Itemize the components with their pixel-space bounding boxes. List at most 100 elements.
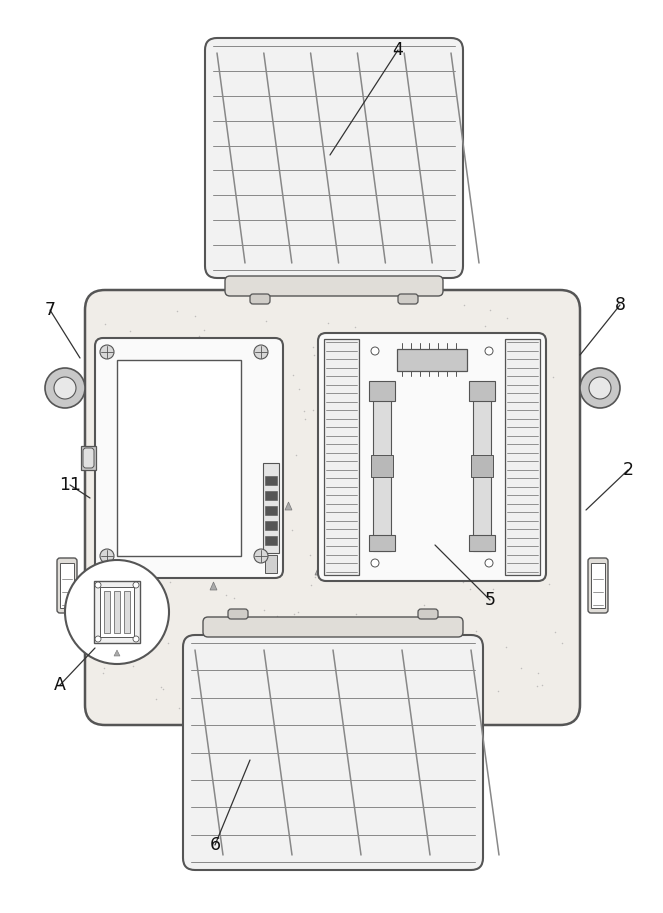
Point [469, 553, 479, 568]
Point [455, 406, 465, 421]
Point [532, 666, 543, 680]
Point [263, 617, 273, 632]
Point [238, 364, 249, 379]
Point [290, 660, 301, 675]
Point [113, 603, 124, 618]
Point [404, 498, 414, 513]
Point [207, 564, 217, 579]
Point [556, 635, 567, 650]
Point [369, 699, 380, 714]
Point [310, 570, 321, 584]
Text: 8: 8 [615, 296, 625, 314]
Point [249, 368, 259, 383]
Point [300, 412, 310, 426]
Point [298, 404, 309, 419]
Point [294, 686, 304, 700]
Polygon shape [390, 347, 397, 355]
Point [338, 644, 349, 658]
Point [374, 326, 385, 341]
Point [156, 394, 167, 408]
Polygon shape [455, 397, 462, 405]
FancyBboxPatch shape [85, 290, 580, 725]
Bar [60, 563, 74, 608]
Point [497, 363, 508, 378]
Point [178, 425, 189, 440]
Point [536, 677, 547, 692]
Point [377, 684, 388, 698]
Point [111, 551, 122, 566]
Point [305, 548, 316, 562]
Point [105, 341, 116, 356]
Point [259, 603, 269, 617]
Point [190, 309, 201, 323]
Polygon shape [160, 422, 167, 430]
Polygon shape [245, 352, 252, 360]
Polygon shape [148, 390, 155, 398]
Point [361, 394, 371, 409]
Point [345, 559, 356, 573]
Point [473, 488, 483, 502]
Point [408, 405, 418, 420]
Point [401, 388, 412, 403]
Bar [369, 535, 395, 551]
Circle shape [45, 368, 85, 408]
Point [172, 304, 182, 319]
Point [486, 340, 497, 354]
Point [337, 556, 348, 571]
Point [219, 331, 230, 345]
FancyBboxPatch shape [318, 333, 546, 581]
Point [401, 615, 412, 630]
Point [119, 341, 130, 356]
Text: A: A [54, 676, 66, 694]
Point [470, 624, 481, 638]
Bar [265, 521, 277, 530]
Point [308, 340, 319, 354]
Point [115, 509, 126, 524]
Point [225, 389, 236, 404]
Point [308, 403, 318, 417]
Bar [505, 339, 540, 575]
FancyBboxPatch shape [228, 609, 248, 619]
Bar [265, 555, 277, 573]
Point [477, 406, 487, 421]
Polygon shape [455, 352, 462, 360]
Bar [371, 455, 393, 477]
Point [374, 398, 385, 413]
Point [412, 532, 423, 547]
Point [501, 640, 511, 655]
Text: 11: 11 [59, 476, 81, 494]
Bar [473, 383, 491, 551]
Point [516, 660, 527, 675]
Point [410, 659, 421, 674]
Circle shape [580, 368, 620, 408]
Circle shape [54, 377, 76, 399]
Point [534, 397, 545, 412]
Point [488, 582, 499, 596]
Bar [265, 491, 277, 500]
Point [467, 570, 477, 584]
Point [548, 370, 559, 384]
Point [370, 663, 381, 677]
Bar [100, 587, 134, 637]
Point [223, 403, 234, 417]
FancyBboxPatch shape [203, 617, 463, 637]
Point [235, 566, 245, 581]
Point [261, 313, 271, 328]
Point [223, 626, 233, 641]
Circle shape [254, 549, 268, 563]
Point [428, 339, 439, 353]
FancyBboxPatch shape [95, 338, 283, 578]
Point [229, 591, 239, 605]
Point [110, 545, 121, 560]
Point [289, 606, 300, 621]
Circle shape [100, 549, 114, 563]
Polygon shape [340, 342, 347, 350]
Circle shape [371, 559, 379, 567]
Point [98, 666, 109, 680]
Point [339, 490, 349, 505]
Point [173, 541, 184, 556]
Point [406, 436, 416, 451]
Text: 2: 2 [623, 461, 634, 479]
Point [174, 700, 184, 715]
FancyBboxPatch shape [57, 558, 77, 613]
